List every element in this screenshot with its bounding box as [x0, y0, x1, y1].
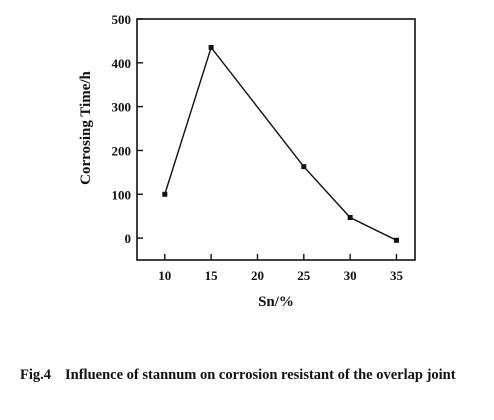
series-line [164, 45, 397, 241]
x-tick-label: 30 [344, 268, 357, 283]
x-axis-title: Sn/% [258, 294, 294, 310]
y-tick-label: 200 [112, 143, 132, 158]
y-tick-label: 500 [112, 12, 132, 27]
x-tick-label: 15 [205, 268, 219, 283]
x-tick-label: 35 [390, 268, 404, 283]
x-tick-label: 10 [158, 268, 171, 283]
data-markers [162, 44, 399, 243]
data-point [208, 44, 214, 50]
y-axis-title: Corrosing Time/h [78, 70, 94, 184]
x-tick-label: 25 [297, 268, 311, 283]
data-point [162, 191, 168, 197]
y-tick-label: 300 [112, 100, 132, 115]
figure-caption-text: Influence of stannum on corrosion resist… [65, 367, 456, 383]
x-axis: 10 15 20 25 30 35 [158, 254, 403, 283]
x-tick-label: 20 [251, 268, 264, 283]
plot-frame [136, 18, 416, 261]
y-axis: 0 100 200 300 400 500 [112, 12, 143, 246]
data-point [347, 214, 353, 220]
data-point [301, 164, 307, 170]
data-point [393, 237, 399, 243]
y-tick-label: 400 [112, 56, 132, 71]
figure-number: Fig.4 [20, 367, 52, 383]
line-chart: 10 15 20 25 30 35 0 100 200 300 400 500 Sn/% Corro… [78, 12, 416, 310]
y-tick-label: 0 [125, 231, 132, 246]
figure-caption: Fig.4 Influence of stannum on corrosion r… [20, 362, 486, 389]
y-tick-label: 100 [112, 187, 132, 202]
